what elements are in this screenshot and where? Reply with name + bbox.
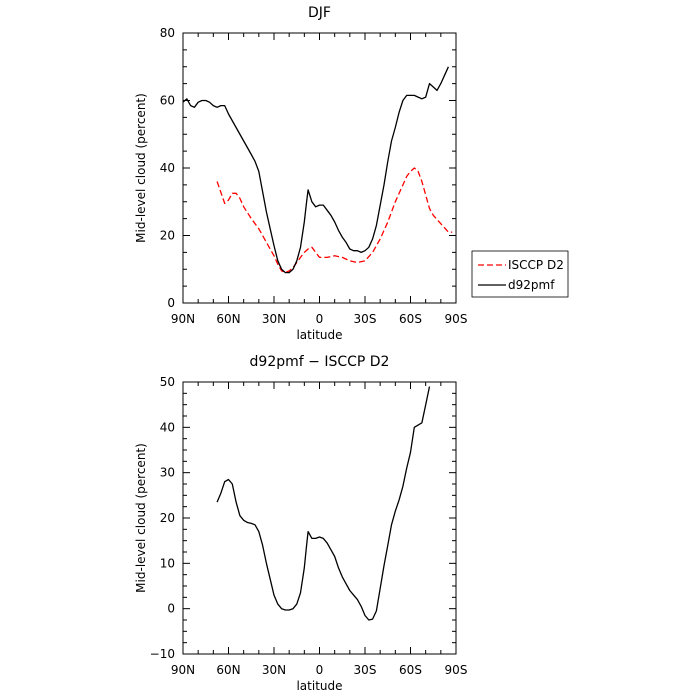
chart-djf: DJF 90N 60N 30N 0 30S 60S 90S 0 20 40 60 80 latitud…: [134, 5, 569, 342]
x-tick-label: 90N: [171, 312, 195, 326]
y-tick-label: 0: [167, 602, 175, 616]
x-tick-label: 30N: [262, 663, 286, 677]
y-axis-title: Mid-level cloud (percent): [134, 93, 148, 243]
chart-title: DJF: [308, 5, 331, 21]
x-axis-title: latitude: [296, 679, 342, 693]
x-tick-label: 60N: [216, 312, 240, 326]
x-tick-label: 0: [316, 663, 324, 677]
x-axis-title: latitude: [296, 328, 342, 342]
axis-ticks: 90N 60N 30N 0 30S 60S 90S −10 0 10 20 30 40 50: [150, 375, 468, 677]
y-tick-label: 50: [160, 375, 175, 389]
y-tick-label: 0: [167, 296, 175, 310]
series-group: [216, 386, 431, 621]
x-tick-label: 30N: [262, 312, 286, 326]
legend-box: [471, 250, 569, 298]
x-tick-label: 30S: [354, 312, 377, 326]
x-tick-label: 60N: [216, 663, 240, 677]
y-tick-label: 60: [160, 94, 175, 108]
series-line-0: [216, 386, 431, 621]
y-tick-label: 10: [160, 556, 175, 570]
legend-label-isccp: ISCCP D2: [508, 258, 564, 272]
y-tick-label: 20: [160, 229, 175, 243]
y-tick-label: 40: [160, 161, 175, 175]
axis-ticks: 90N 60N 30N 0 30S 60S 90S 0 20 40 60 80: [160, 26, 468, 326]
x-tick-label: 60S: [399, 663, 422, 677]
y-axis-title: Mid-level cloud (percent): [134, 443, 148, 593]
x-tick-label: 90N: [171, 663, 195, 677]
legend: ISCCP D2 d92pmf: [471, 250, 569, 298]
chart-title: d92pmf − ISCCP D2: [250, 354, 390, 370]
plot-frame: [182, 381, 457, 655]
y-tick-label: 40: [160, 420, 175, 434]
y-tick-label: −10: [150, 647, 175, 661]
series-line-0: [216, 167, 453, 274]
x-tick-label: 90S: [445, 312, 468, 326]
x-tick-label: 30S: [354, 663, 377, 677]
y-tick-label: 30: [160, 466, 175, 480]
chart-difference: d92pmf − ISCCP D2 90N 60N 30N 0 30S 60S 90S −10…: [134, 354, 467, 693]
series-line-1: [182, 66, 449, 274]
x-tick-label: 90S: [445, 663, 468, 677]
x-tick-label: 0: [316, 312, 324, 326]
x-tick-label: 60S: [399, 312, 422, 326]
y-tick-label: 80: [160, 26, 175, 40]
y-tick-label: 20: [160, 511, 175, 525]
legend-label-d92pmf: d92pmf: [508, 278, 555, 292]
series-group: [182, 66, 453, 274]
